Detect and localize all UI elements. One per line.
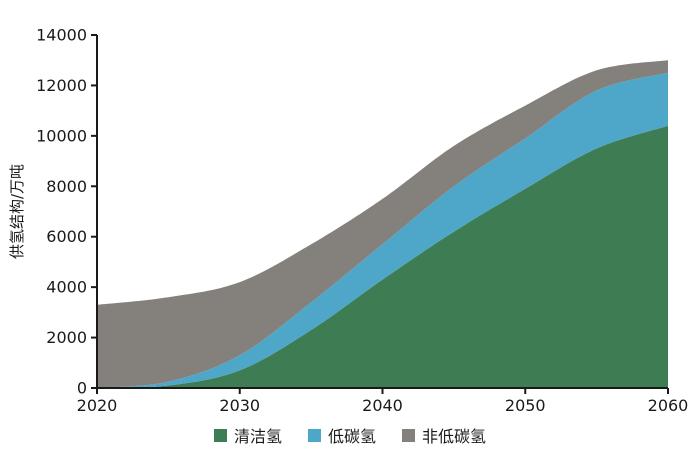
legend-item-low-carbon-hydrogen: 低碳氢	[307, 423, 376, 447]
x-tick-label: 2030	[219, 396, 260, 415]
legend-swatch-low-carbon-hydrogen	[307, 428, 321, 442]
legend-label-clean-hydrogen: 清洁氢	[233, 427, 282, 446]
stacked-area-chart: 0 2000 4000 6000 8000 10000 12000 14000 2020 2030…	[8, 26, 689, 416]
y-axis-title: 供氢结构/万吨	[8, 164, 26, 259]
area-clean-hydrogen	[97, 125, 668, 389]
chart-legend: 清洁氢 低碳氢 非低碳氢	[0, 423, 700, 447]
x-tick-label: 2040	[362, 396, 403, 415]
x-tick-label: 2050	[505, 396, 546, 415]
y-tick-label: 4000	[46, 278, 87, 297]
y-tick-label: 6000	[46, 227, 87, 246]
area-low-carbon-hydrogen	[97, 72, 668, 389]
y-tick-label: 8000	[46, 177, 87, 196]
y-tick-label: 12000	[36, 76, 87, 95]
legend-item-clean-hydrogen: 清洁氢	[213, 423, 282, 447]
y-tick-label: 10000	[36, 126, 87, 145]
x-tick-label: 2020	[77, 396, 118, 415]
legend-swatch-clean-hydrogen	[213, 428, 227, 442]
y-tick-label: 0	[77, 379, 87, 398]
y-tick-label: 2000	[46, 328, 87, 347]
legend-item-non-low-carbon-hydrogen: 非低碳氢	[402, 423, 486, 447]
area-non-low-carbon-hydrogen	[97, 60, 668, 388]
x-tick-label: 2060	[648, 396, 689, 415]
legend-label-non-low-carbon-hydrogen: 非低碳氢	[422, 427, 487, 446]
y-tick-label: 14000	[36, 26, 87, 45]
legend-swatch-non-low-carbon-hydrogen	[402, 428, 415, 442]
legend-label-low-carbon-hydrogen: 低碳氢	[327, 427, 376, 446]
